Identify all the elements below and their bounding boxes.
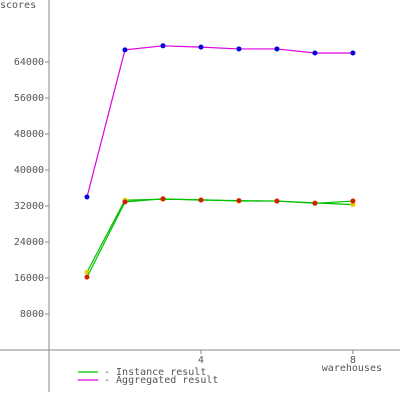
data-point: [350, 198, 356, 204]
data-point: [350, 202, 356, 208]
x-tick-label: 8: [350, 355, 356, 366]
data-point: [84, 274, 90, 280]
y-tick-label: 56000: [14, 93, 44, 104]
data-point: [122, 199, 128, 205]
data-point: [236, 46, 242, 52]
data-point: [198, 44, 204, 50]
data-point: [274, 198, 280, 204]
series-line: [86, 45, 353, 198]
x-axis-label: warehouses: [322, 363, 382, 374]
y-tick-label: 8000: [20, 309, 44, 320]
y-tick-label: 24000: [14, 237, 44, 248]
data-point: [160, 43, 166, 49]
y-tick-label: 40000: [14, 165, 44, 176]
data-point: [312, 50, 318, 56]
data-point: [198, 197, 204, 203]
series-line: [86, 198, 353, 273]
legend-label: - Aggregated result: [104, 375, 218, 386]
data-point: [160, 196, 166, 202]
y-tick-label: 48000: [14, 129, 44, 140]
series-line: [86, 198, 353, 278]
y-tick-label: 16000: [14, 273, 44, 284]
y-axis-label: scores: [0, 0, 36, 11]
data-point: [274, 46, 280, 52]
data-point: [122, 47, 128, 53]
data-point: [236, 198, 242, 204]
y-tick-label: 32000: [14, 201, 44, 212]
y-tick-label: 64000: [14, 57, 44, 68]
legend-label: - Instance result: [104, 367, 206, 378]
data-point: [312, 200, 318, 206]
x-tick-label: 4: [198, 355, 204, 366]
data-point: [350, 50, 356, 56]
data-point: [84, 194, 90, 200]
